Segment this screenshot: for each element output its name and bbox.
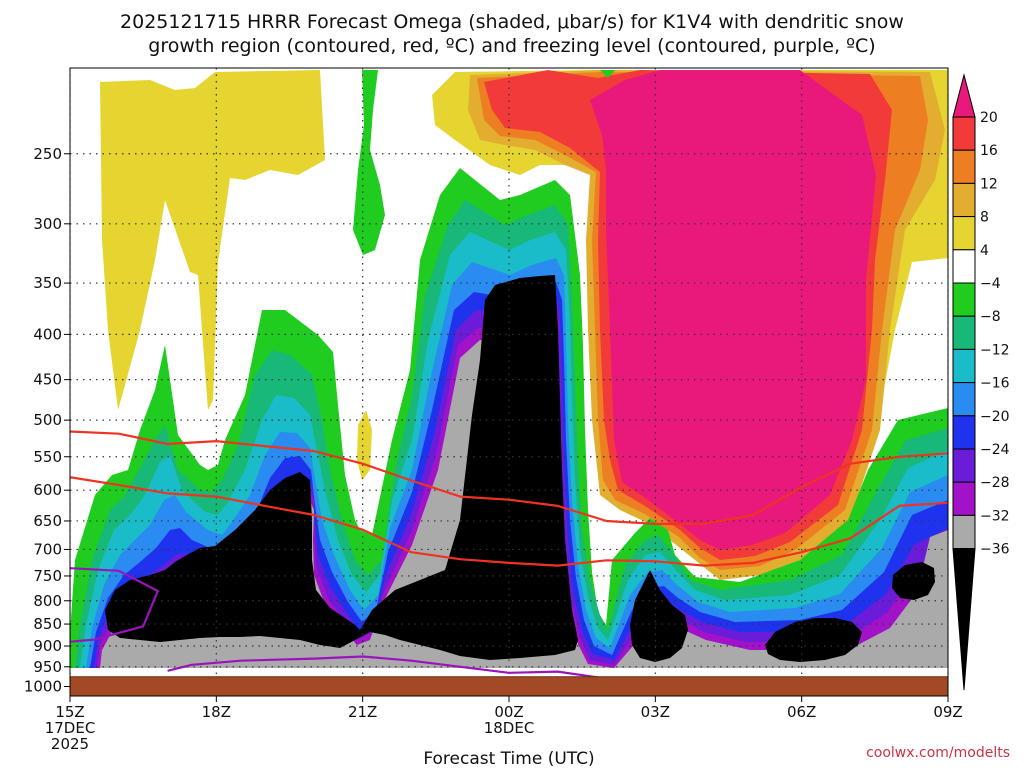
colorbar-tick-label: 16: [980, 143, 998, 159]
omega-band-negative-36: [765, 618, 862, 662]
freezing-level-line: [70, 567, 631, 682]
colorbar-swatch: [952, 282, 976, 317]
y-tick-label: 250: [33, 145, 62, 163]
colorbar-swatch: [952, 149, 976, 184]
y-tick-label: 800: [33, 592, 62, 610]
x-tick-label: 2025: [51, 735, 89, 753]
omega-band-negative-36: [630, 570, 688, 662]
credit-link[interactable]: coolwx.com/modelts: [866, 745, 1010, 761]
y-tick-label: 900: [33, 637, 62, 655]
x-tick-label: 15Z: [55, 703, 84, 721]
colorbar-swatch: [952, 415, 976, 450]
colorbar-tick-label: −12: [980, 342, 1010, 358]
chart-title: 2025121715 HRRR Forecast Omega (shaded, …: [120, 11, 904, 33]
colorbar-legend: 20 16 12 8 4 −4 −8 −12 −16 −20 −24 −28 −32 −36: [952, 73, 1010, 691]
colorbar-tick-label: −20: [980, 409, 1010, 425]
y-tick-label: 850: [33, 615, 62, 633]
colorbar-swatch: [952, 182, 976, 218]
y-tick-label: 700: [33, 540, 62, 558]
x-axis-label: Forecast Time (UTC): [423, 749, 594, 768]
colorbar-tick-label: 8: [980, 210, 989, 226]
ground-layer: [70, 676, 948, 696]
x-tick-label: 09Z: [933, 703, 962, 721]
y-tick-label: 350: [33, 274, 62, 292]
omega-band-negative-36: [892, 562, 935, 600]
y-tick-label: 750: [33, 567, 62, 585]
omega-shading: [70, 70, 948, 668]
colorbar-tick-label: −36: [980, 542, 1010, 558]
dgz-contour-lower: [70, 476, 948, 567]
y-tick-label: 500: [33, 411, 62, 429]
plot-area: [70, 68, 948, 696]
colorbar-tick-label: −4: [980, 276, 1001, 292]
x-tick-label: 06Z: [787, 703, 816, 721]
colorbar-tick-label: 20: [980, 110, 998, 126]
colorbar-swatch: [952, 481, 976, 516]
y-tick-label: 400: [33, 325, 62, 343]
omega-band-positive-20: [590, 70, 876, 550]
colorbar-tick-label: −28: [980, 475, 1010, 491]
omega-band-negative-4: [600, 70, 615, 78]
y-tick-label: 950: [33, 658, 62, 676]
omega-band-positive-4: [100, 70, 325, 410]
y-tick-label: 300: [33, 215, 62, 233]
omega-band-negative-36: [105, 275, 578, 660]
colorbar-tick-label: −32: [980, 508, 1010, 524]
colorbar-cap-bottom: [952, 548, 976, 691]
pressure-axis: 250 300 350 400 450 500 550 600 650 700 750 800 850 9…: [24, 145, 70, 696]
colorbar-tick-label: −24: [980, 442, 1010, 458]
omega-band-negative-4: [353, 70, 385, 255]
y-tick-label: 1000: [24, 678, 62, 696]
y-tick-label: 650: [33, 512, 62, 530]
colorbar-swatch: [952, 216, 976, 251]
colorbar-tick-label: −8: [980, 309, 1001, 325]
y-tick-label: 550: [33, 448, 62, 466]
colorbar-swatch: [952, 448, 976, 483]
x-tick-label: 17DEC: [45, 719, 96, 737]
colorbar-swatch: [952, 382, 976, 417]
colorbar-swatch: [952, 514, 976, 550]
colorbar-swatch: [952, 116, 976, 151]
colorbar-swatch: [952, 249, 976, 284]
colorbar-swatch: [952, 315, 976, 350]
x-tick-label: 18Z: [202, 703, 231, 721]
ground-fill: [70, 676, 948, 696]
colorbar-swatch: [952, 348, 976, 384]
x-tick-label: 21Z: [348, 703, 377, 721]
y-tick-label: 450: [33, 371, 62, 389]
colorbar-tick-label: −16: [980, 376, 1010, 392]
x-tick-label: 00Z: [494, 703, 523, 721]
freezing-level-contour: [70, 567, 631, 682]
dgz-contour-upper: [70, 430, 948, 525]
chart-subtitle: growth region (contoured, red, ºC) and f…: [148, 35, 875, 57]
colorbar-tick-label: 4: [980, 243, 989, 259]
y-tick-label: 600: [33, 481, 62, 499]
x-tick-label: 18DEC: [484, 719, 535, 737]
colorbar-tick-label: 12: [980, 176, 998, 192]
dotted-grid: [70, 68, 948, 696]
x-tick-label: 03Z: [641, 703, 670, 721]
dendritic-growth-zone-contours: [70, 430, 948, 567]
colorbar-cap-top: [952, 73, 976, 118]
